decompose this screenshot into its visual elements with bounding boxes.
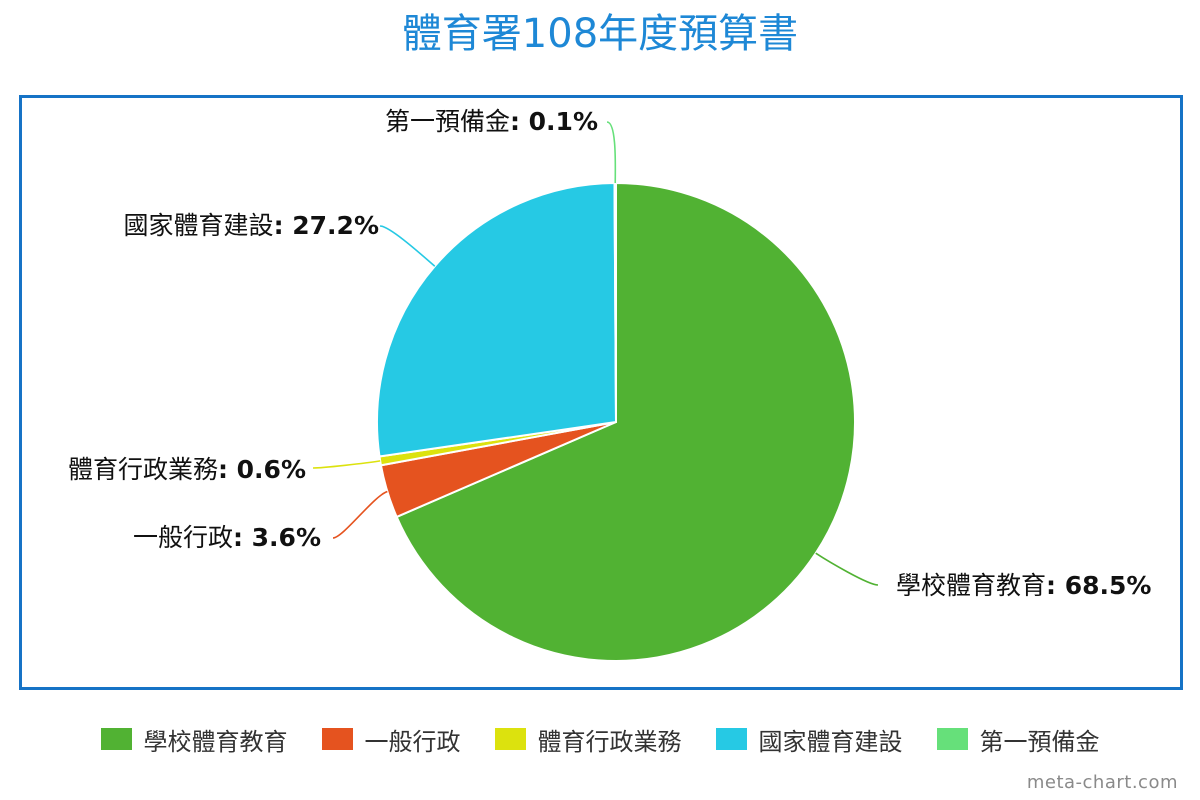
credit-text[interactable]: meta-chart.com [1026,772,1178,793]
legend-label: 體育行政業務 [537,727,682,756]
legend-swatch-icon [715,728,747,750]
pie-label-connector [379,225,436,267]
pie-label-connector [312,460,381,469]
pie-label-connector [332,490,388,539]
legend-label: 第一預備金 [979,727,1100,756]
legend-item-3[interactable]: 國家體育建設 [715,722,903,757]
legend-swatch-icon [494,728,526,750]
plot-area-frame [19,95,1183,690]
pie-label-connector [815,552,879,586]
legend-item-0[interactable]: 學校體育教育 [100,722,288,757]
chart-title: 體育署108年度預算書 [401,11,799,57]
pie-data-label: 一般行政: 3.6% [133,523,321,552]
legend-swatch-icon [936,728,968,750]
legend-label: 學校體育教育 [143,727,288,756]
pie-label-connector [606,121,617,184]
legend-item-1[interactable]: 一般行政 [321,722,461,757]
pie-slice[interactable] [613,181,617,423]
pie-data-label: 國家體育建設: 27.2% [124,211,379,240]
pie-data-label: 學校體育教育: 68.5% [896,571,1151,600]
legend-label: 國家體育建設 [758,727,903,756]
pie-slice[interactable] [376,181,618,458]
legend-item-4[interactable]: 第一預備金 [936,722,1100,757]
legend-item-2[interactable]: 體育行政業務 [494,722,682,757]
pie-data-label: 第一預備金: 0.1% [385,107,598,136]
pie-data-label: 體育行政業務: 0.6% [68,455,306,484]
legend-label: 一般行政 [364,727,461,756]
legend-swatch-icon [321,728,353,750]
legend-swatch-icon [100,728,132,750]
legend: 學校體育教育 一般行政 體育行政業務 國家體育建設 第一預備金 [0,722,1200,756]
